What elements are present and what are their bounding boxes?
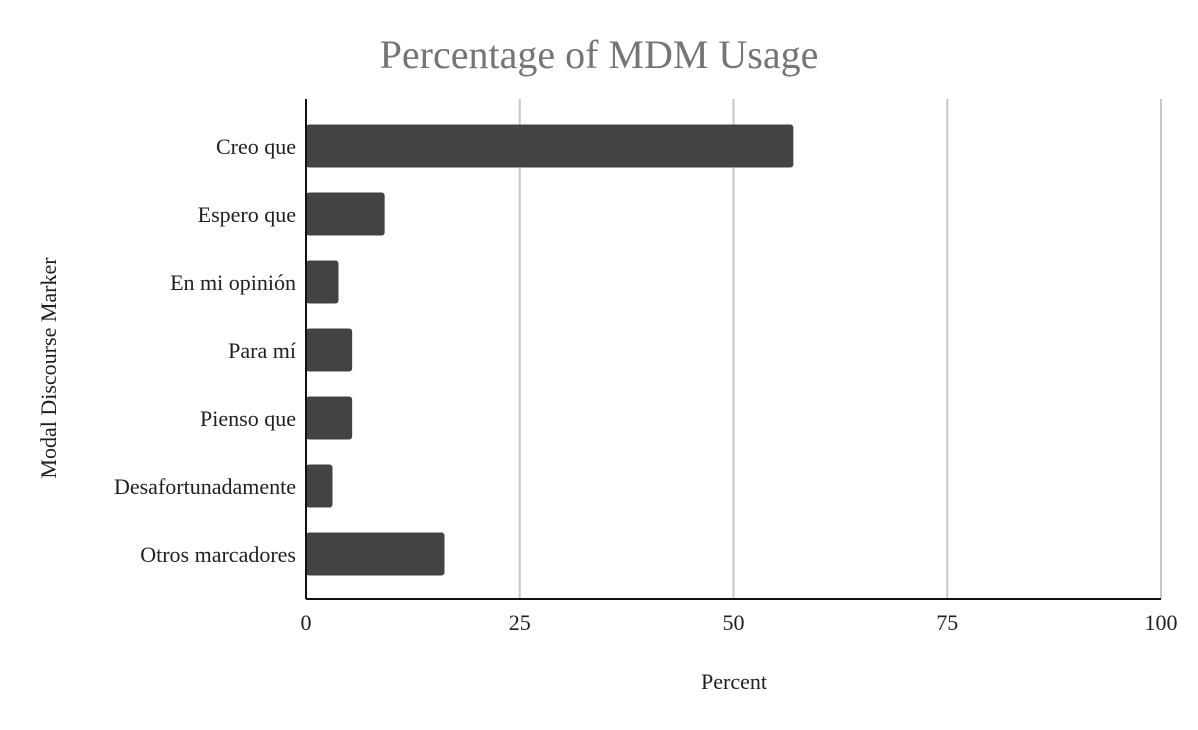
x-tick-label-25: 25 (509, 610, 531, 635)
bars (306, 124, 794, 576)
category-label-5: Desafortunadamente (114, 474, 296, 499)
x-tick-label-100: 100 (1145, 610, 1178, 635)
x-axis-label: Percent (701, 669, 767, 694)
x-tick-label-0: 0 (301, 610, 312, 635)
bar-3 (306, 328, 353, 372)
category-label-1: Espero que (198, 202, 296, 227)
bar-6 (306, 532, 445, 576)
category-label-2: En mi opinión (170, 270, 296, 295)
category-label-3: Para mí (228, 338, 296, 363)
category-label-4: Pienso que (200, 406, 296, 431)
x-tick-label-75: 75 (936, 610, 958, 635)
chart-title: Percentage of MDM Usage (380, 32, 819, 77)
bar-0 (306, 124, 794, 168)
axes (305, 99, 1161, 600)
x-tick-labels: 0 25 50 75 100 (301, 610, 1178, 635)
y-axis-label: Modal Discourse Marker (36, 257, 61, 479)
bar-5 (306, 464, 333, 508)
x-tick-label-50: 50 (723, 610, 745, 635)
gridlines (518, 99, 1162, 599)
category-labels: Creo que Espero que En mi opinión Para mí Pi… (114, 134, 296, 567)
bar-4 (306, 396, 353, 440)
bar-1 (306, 192, 385, 236)
bar-2 (306, 260, 339, 304)
category-label-6: Otros marcadores (140, 542, 296, 567)
category-label-0: Creo que (216, 134, 296, 159)
